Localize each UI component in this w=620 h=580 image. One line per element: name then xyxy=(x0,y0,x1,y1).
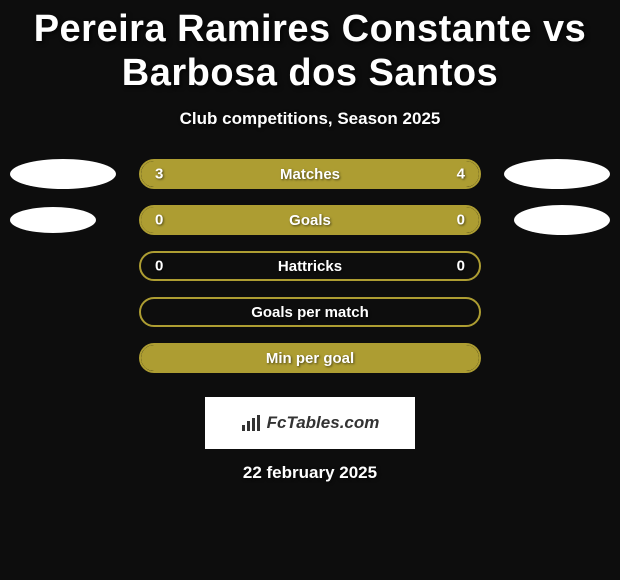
stat-bar-goals-per-match: Goals per match xyxy=(139,297,481,327)
stat-row-min-per-goal: Min per goal xyxy=(10,343,610,373)
stat-label: Hattricks xyxy=(278,258,342,275)
avatar-right xyxy=(504,159,610,189)
stat-row-goals-per-match: Goals per match xyxy=(10,297,610,327)
stat-label: Min per goal xyxy=(266,350,354,367)
avatar-left xyxy=(10,159,116,189)
stat-row-hattricks: 0 Hattricks 0 xyxy=(10,251,610,281)
stat-bar-matches: 3 Matches 4 xyxy=(139,159,481,189)
comparison-date: 22 february 2025 xyxy=(0,463,620,483)
stat-right-value: 0 xyxy=(457,212,465,229)
fctables-logo: FcTables.com xyxy=(205,397,415,449)
stat-row-matches: 3 Matches 4 xyxy=(10,159,610,189)
stat-right-value: 4 xyxy=(457,166,465,183)
stat-left-value: 0 xyxy=(155,212,163,229)
stat-bar-hattricks: 0 Hattricks 0 xyxy=(139,251,481,281)
stat-label: Goals per match xyxy=(251,304,369,321)
avatar-left xyxy=(10,207,96,233)
stat-label: Matches xyxy=(280,166,340,183)
stat-right-value: 0 xyxy=(457,258,465,275)
stat-label: Goals xyxy=(289,212,331,229)
comparison-title: Pereira Ramires Constante vs Barbosa dos… xyxy=(0,0,620,95)
stat-left-value: 3 xyxy=(155,166,163,183)
logo-text: FcTables.com xyxy=(267,413,380,433)
chart-icon xyxy=(241,414,263,432)
stat-left-value: 0 xyxy=(155,258,163,275)
stat-bar-goals: 0 Goals 0 xyxy=(139,205,481,235)
comparison-rows: 3 Matches 4 0 Goals 0 0 Hattricks 0 Goal… xyxy=(0,159,620,373)
stat-bar-min-per-goal: Min per goal xyxy=(139,343,481,373)
avatar-right xyxy=(514,205,610,235)
stat-row-goals: 0 Goals 0 xyxy=(10,205,610,235)
comparison-subtitle: Club competitions, Season 2025 xyxy=(0,109,620,129)
